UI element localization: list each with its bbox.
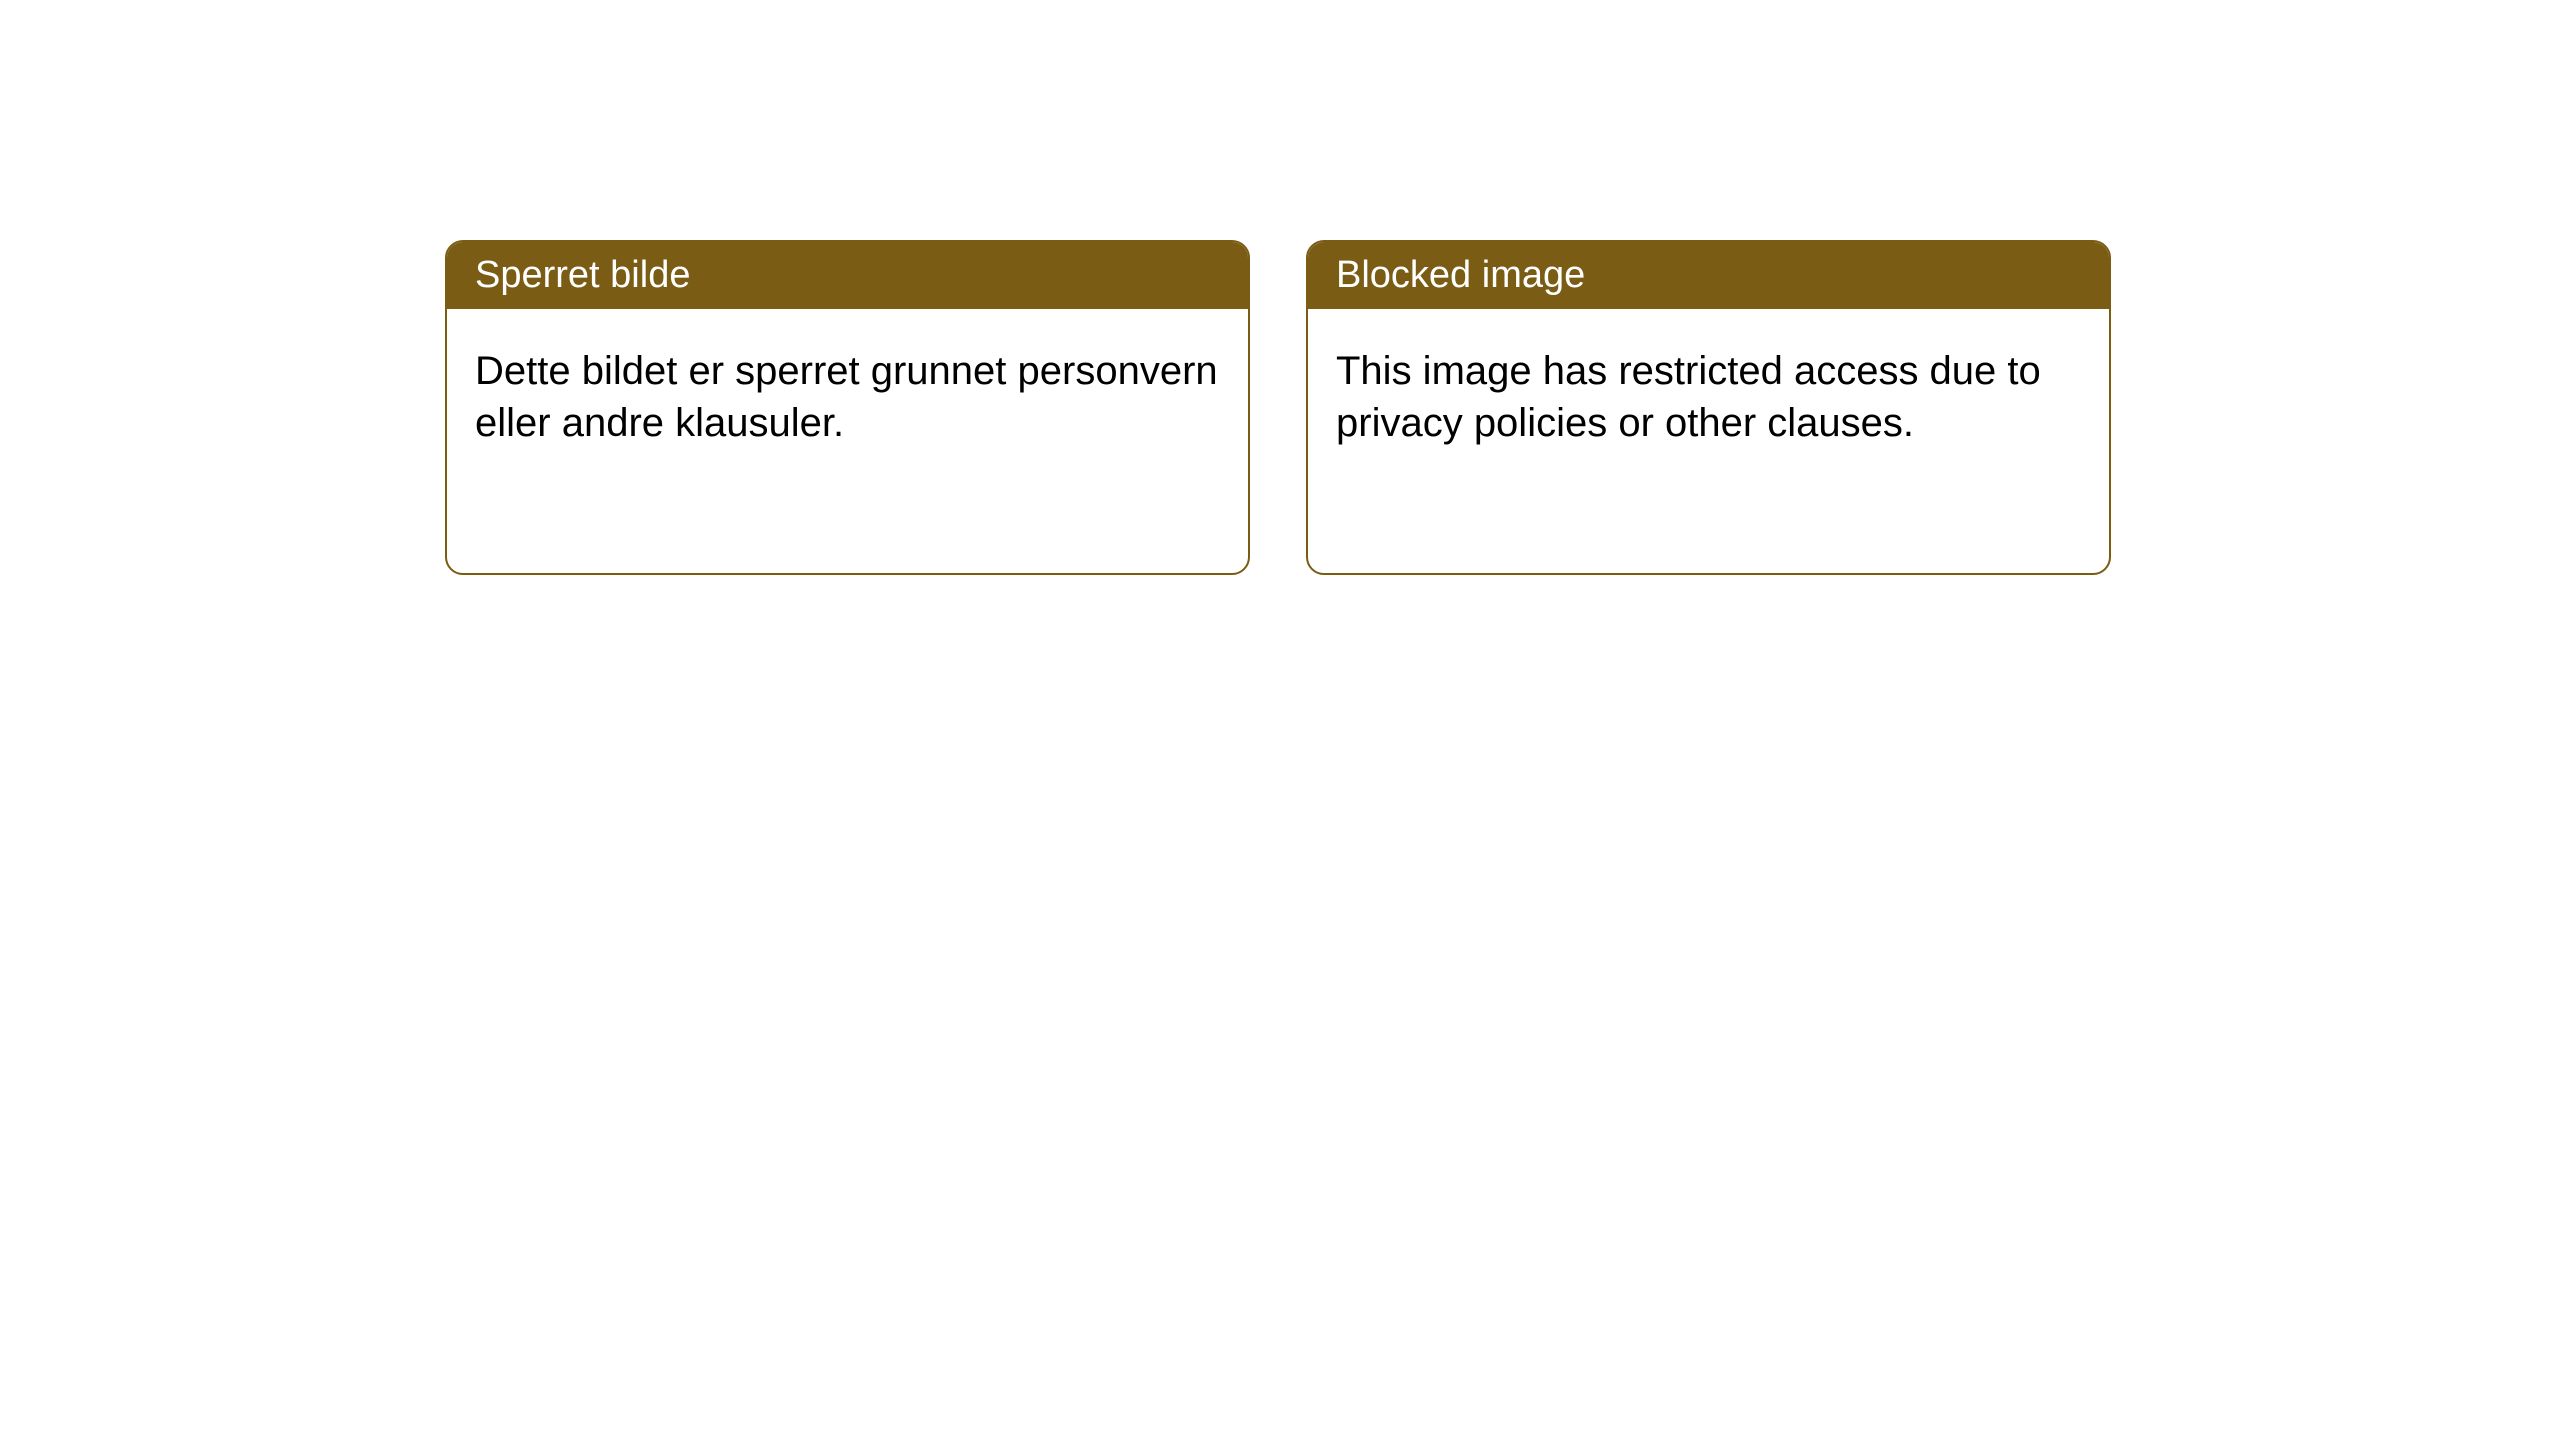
notice-card-norwegian: Sperret bilde Dette bildet er sperret gr… — [445, 240, 1250, 575]
notice-title: Blocked image — [1336, 254, 1585, 296]
notice-title: Sperret bilde — [475, 254, 690, 296]
notice-container: Sperret bilde Dette bildet er sperret gr… — [0, 0, 2560, 575]
notice-body-text: This image has restricted access due to … — [1336, 349, 2041, 445]
notice-header: Sperret bilde — [447, 242, 1248, 309]
notice-card-english: Blocked image This image has restricted … — [1306, 240, 2111, 575]
notice-body-text: Dette bildet er sperret grunnet personve… — [475, 349, 1218, 445]
notice-body: Dette bildet er sperret grunnet personve… — [447, 309, 1248, 485]
notice-header: Blocked image — [1308, 242, 2109, 309]
notice-body: This image has restricted access due to … — [1308, 309, 2109, 485]
